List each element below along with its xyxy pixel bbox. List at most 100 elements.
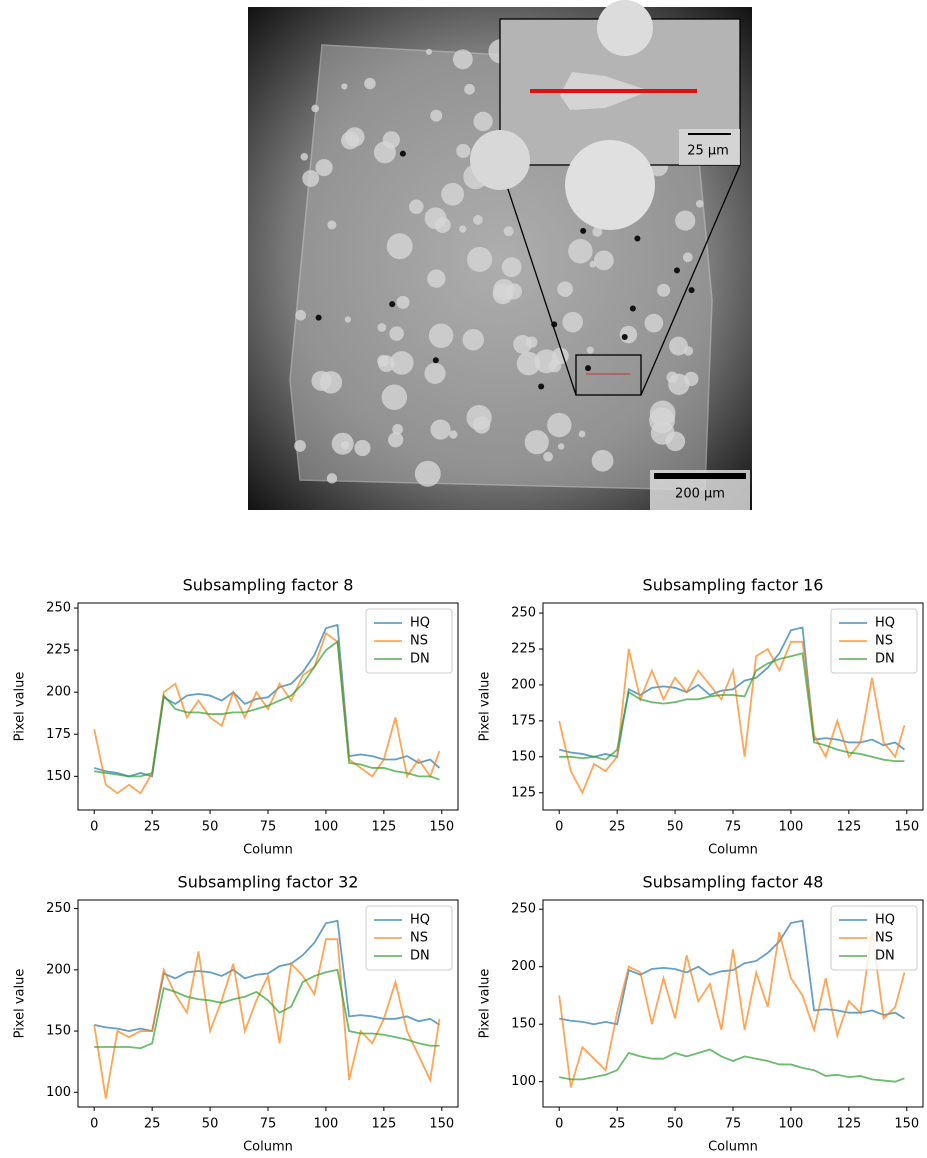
particle [565, 140, 655, 230]
particle [430, 109, 443, 122]
dark-spot [432, 357, 439, 364]
legend-label: DN [875, 652, 895, 667]
particle [300, 153, 309, 161]
scale-bar [654, 473, 746, 479]
particle [547, 412, 572, 438]
y-tick-label: 250 [511, 606, 536, 621]
particle [683, 346, 694, 356]
legend-box [365, 608, 453, 674]
x-axis-label: Column [243, 843, 293, 858]
zoom-box [575, 354, 642, 396]
particle [434, 217, 451, 233]
particle [591, 449, 614, 472]
particle [344, 316, 352, 323]
particle [695, 200, 704, 208]
legend-label: DN [410, 652, 430, 667]
x-tick-label: 75 [260, 820, 277, 835]
legend-label: DN [875, 949, 895, 964]
particle [354, 439, 371, 457]
particle [430, 419, 451, 440]
particle [424, 362, 446, 384]
x-axis-label: Column [708, 1140, 758, 1155]
legend-box [365, 905, 453, 971]
particle [315, 158, 333, 177]
x-axis-label: Column [708, 843, 758, 858]
particle [386, 233, 413, 260]
particle [364, 77, 376, 90]
x-tick-label: 75 [260, 1117, 277, 1132]
particle [452, 49, 473, 70]
particle [392, 423, 403, 435]
particle [373, 141, 396, 164]
x-tick-label: 150 [894, 1117, 919, 1132]
data-line [559, 1048, 905, 1083]
particle [425, 48, 432, 55]
legend-label: NS [410, 634, 428, 649]
particle [592, 226, 603, 237]
y-tick-label: 150 [46, 1024, 71, 1039]
axes-frame [542, 602, 924, 811]
chart-title: Subsampling factor 8 [183, 576, 354, 595]
y-tick-label: 250 [511, 902, 536, 917]
y-tick-label: 200 [511, 959, 536, 974]
particle [568, 238, 593, 264]
y-axis-label: Pixel value [13, 969, 28, 1039]
particle [503, 226, 514, 237]
axes-frame [542, 899, 924, 1108]
data-line [94, 640, 440, 781]
x-tick-label: 75 [725, 820, 742, 835]
x-tick-label: 150 [429, 1117, 454, 1132]
particle [552, 347, 569, 365]
particle [668, 373, 690, 395]
dark-spot [621, 334, 628, 341]
particle [543, 451, 553, 462]
dark-spot [673, 267, 680, 274]
x-tick-label: 125 [371, 1117, 396, 1132]
particle [462, 328, 485, 351]
x-tick-label: 25 [144, 820, 161, 835]
particle [295, 309, 306, 321]
dark-spot [634, 235, 641, 242]
particle [524, 430, 549, 455]
dark-spot [629, 305, 636, 312]
y-tick-label: 175 [46, 727, 71, 742]
y-axis-label: Pixel value [478, 969, 493, 1039]
x-tick-label: 0 [90, 820, 98, 835]
y-axis-label: Pixel value [478, 672, 493, 742]
particle [456, 143, 471, 158]
axes-frame [77, 899, 459, 1108]
particle [669, 336, 688, 356]
particle [470, 130, 530, 190]
y-tick-label: 200 [46, 685, 71, 700]
particle [331, 432, 354, 455]
particle [377, 354, 390, 367]
data-line [93, 938, 441, 1099]
y-tick-label: 125 [511, 785, 536, 800]
legend-label: HQ [875, 913, 895, 928]
particle [657, 283, 671, 297]
particle [578, 430, 586, 438]
particle [593, 250, 614, 271]
particle [586, 346, 594, 354]
scale-label: 200 µm [675, 487, 725, 502]
data-line [94, 968, 440, 1050]
particle [473, 111, 493, 132]
particle [319, 371, 343, 394]
legend-label: NS [875, 931, 893, 946]
dark-spot [389, 301, 396, 308]
chart-title: Subsampling factor 32 [178, 873, 359, 892]
particle [381, 384, 408, 411]
legend-label: HQ [875, 616, 895, 631]
zoom-connector [640, 164, 741, 396]
y-tick-label: 150 [46, 769, 71, 784]
particle [414, 460, 441, 487]
legend-label: HQ [410, 616, 430, 631]
particle [294, 440, 306, 452]
particle [665, 431, 686, 452]
dark-spot [688, 287, 695, 294]
legend-label: NS [875, 634, 893, 649]
particle [441, 182, 464, 206]
particle [409, 199, 424, 214]
data-line [559, 652, 905, 763]
legend-box [830, 905, 918, 971]
